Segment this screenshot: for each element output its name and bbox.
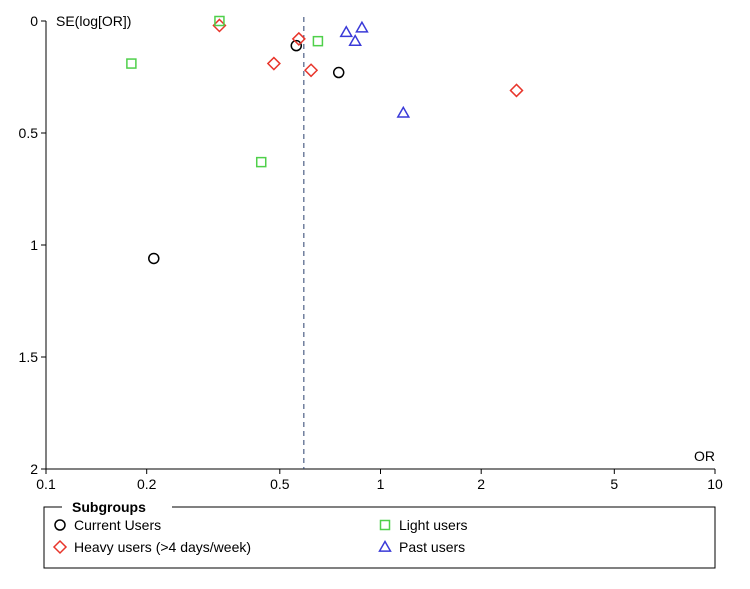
y-tick-label: 0 [30, 13, 38, 29]
x-axis-title: OR [694, 448, 715, 464]
legend-entry: Current Users [54, 517, 161, 533]
x-tick-label: 5 [610, 476, 618, 492]
x-tick-label: 2 [477, 476, 485, 492]
legend-box [43, 506, 716, 569]
x-tick-label: 1 [377, 476, 385, 492]
triangle-point [355, 20, 369, 33]
legend-label: Current Users [74, 517, 161, 533]
circle-point [290, 39, 303, 52]
diamond-point [303, 63, 319, 78]
triangle-point [339, 25, 354, 38]
legend-title-background [62, 499, 172, 515]
legend-entries: Current Users Light users Heavy users (>4 … [52, 517, 467, 555]
square-point [214, 15, 225, 27]
x-tick-label: 0.5 [270, 476, 290, 492]
circle-point [332, 66, 345, 79]
legend-entry: Light users [379, 517, 467, 533]
legend-triangle-icon [378, 539, 392, 552]
legend-label: Past users [399, 539, 465, 555]
diamond-point [266, 56, 281, 71]
legend-title: Subgroups [72, 499, 146, 515]
legend-square-icon [379, 519, 391, 531]
legend-label: Light users [399, 517, 467, 533]
x-tick-label: 10 [707, 476, 723, 492]
legend-entry: Past users [378, 539, 465, 555]
legend-label: Heavy users (>4 days/week) [74, 539, 251, 555]
data-points [126, 15, 524, 265]
square-point [312, 35, 324, 47]
legend: Subgroups Current Users Light users Heavy … [43, 499, 716, 569]
axes: 0.1 0.2 0.5 1 2 5 10 0 0.5 1 1.5 2 SE(log[OR]) OR [19, 13, 723, 492]
diamond-point [291, 31, 306, 46]
x-tick-label: 0.1 [36, 476, 56, 492]
diamond-point [509, 83, 524, 98]
x-tick-label: 0.2 [137, 476, 157, 492]
square-point [255, 156, 267, 168]
legend-circle-icon [54, 519, 66, 531]
circle-point [148, 252, 160, 265]
series-square-points [126, 15, 324, 168]
y-tick-label: 1 [30, 237, 38, 253]
series-triangle-points [339, 20, 411, 118]
x-ticks: 0.1 0.2 0.5 1 2 5 10 [36, 469, 723, 492]
legend-diamond-icon [52, 539, 68, 555]
triangle-point [348, 34, 362, 47]
y-axis-title: SE(log[OR]) [56, 13, 131, 29]
series-diamond-points [212, 18, 524, 98]
legend-entry: Heavy users (>4 days/week) [52, 539, 251, 555]
y-tick-label: 2 [30, 461, 38, 477]
triangle-point [396, 105, 411, 118]
y-ticks: 0 0.5 1 1.5 2 [19, 13, 46, 477]
series-circle-points [148, 39, 345, 265]
y-tick-label: 0.5 [19, 125, 39, 141]
y-tick-label: 1.5 [19, 349, 39, 365]
square-point [126, 58, 137, 69]
